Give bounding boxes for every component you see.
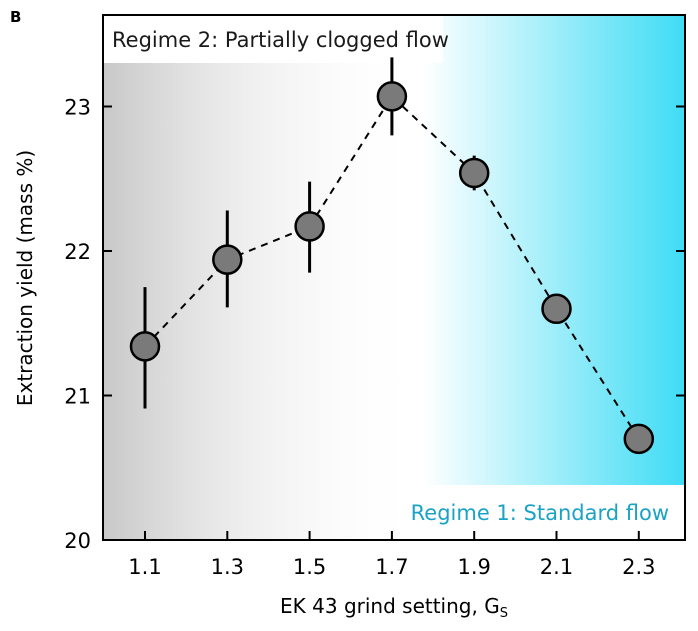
x-tick-label: 1.3 bbox=[211, 555, 244, 579]
plot-frame bbox=[102, 14, 686, 541]
y-tick-label: 21 bbox=[64, 385, 91, 409]
x-tick-label: 2.3 bbox=[622, 555, 655, 579]
data-point bbox=[376, 81, 408, 112]
regime1-label-box bbox=[440, 485, 685, 540]
x-tick-label: 1.5 bbox=[293, 555, 326, 579]
x-tick-label: 1.9 bbox=[457, 555, 490, 579]
x-axis-label-subscript: S bbox=[500, 606, 508, 621]
x-axis-label-main: EK 43 grind setting, G bbox=[280, 594, 500, 618]
panel-label: B bbox=[10, 8, 21, 26]
regime1-annotation: Regime 1: Standard flow bbox=[411, 501, 669, 525]
data-point bbox=[623, 423, 655, 455]
y-tick-label: 22 bbox=[64, 240, 91, 264]
regime2-label-box bbox=[103, 15, 443, 63]
regime2-shading bbox=[103, 63, 685, 540]
x-tick-label: 1.1 bbox=[128, 555, 161, 579]
data-point bbox=[458, 157, 490, 189]
y-tick-label: 23 bbox=[64, 96, 91, 120]
data-point bbox=[212, 244, 243, 275]
x-tick-label: 1.7 bbox=[375, 555, 408, 579]
data-point bbox=[294, 211, 325, 242]
x-axis-label: EK 43 grind setting, GS bbox=[280, 594, 508, 621]
y-tick-label: 20 bbox=[64, 529, 91, 553]
data-point bbox=[541, 293, 572, 325]
data-point bbox=[129, 331, 161, 362]
y-axis-label: Extraction yield (mass %) bbox=[13, 150, 37, 406]
x-tick-label: 2.1 bbox=[540, 555, 573, 579]
regime2-annotation: Regime 2: Partially clogged flow bbox=[112, 28, 449, 52]
